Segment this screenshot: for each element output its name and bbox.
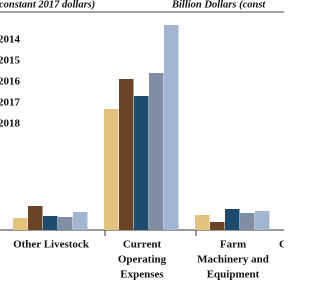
bar bbox=[73, 212, 88, 230]
bar bbox=[58, 217, 73, 230]
header-left: constant 2017 dollars) bbox=[0, 0, 95, 10]
bar bbox=[195, 215, 210, 230]
bar bbox=[210, 222, 225, 230]
x-tick-label: Other Livestock bbox=[13, 239, 90, 251]
legend-label: 2018 bbox=[0, 118, 21, 130]
legend-label: 2014 bbox=[0, 34, 21, 46]
legend-label: 2015 bbox=[0, 55, 21, 67]
chart: constant 2017 dollars) Billion Dollars (… bbox=[0, 0, 284, 281]
x-tick-label: Farm bbox=[220, 239, 246, 251]
x-tick-label: Equipment bbox=[207, 269, 260, 281]
bar bbox=[28, 206, 43, 230]
x-tick-label: C bbox=[279, 239, 284, 251]
bar bbox=[43, 216, 58, 230]
x-tick-label: Current bbox=[123, 239, 162, 251]
bar bbox=[119, 79, 134, 230]
bar bbox=[104, 109, 119, 230]
legend-label: 2017 bbox=[0, 97, 21, 109]
x-tick-label: Expenses bbox=[120, 269, 164, 281]
bar bbox=[240, 213, 255, 230]
bar bbox=[225, 209, 240, 230]
x-tick-label: Machinery and bbox=[197, 254, 269, 266]
bar bbox=[255, 211, 270, 230]
legend-label: 2016 bbox=[0, 76, 21, 88]
x-tick-label: Operating bbox=[118, 254, 167, 266]
bar bbox=[13, 218, 28, 230]
bar bbox=[164, 25, 179, 230]
bar bbox=[149, 73, 164, 230]
bar bbox=[134, 96, 149, 230]
header-right: Billion Dollars (const bbox=[171, 0, 266, 10]
